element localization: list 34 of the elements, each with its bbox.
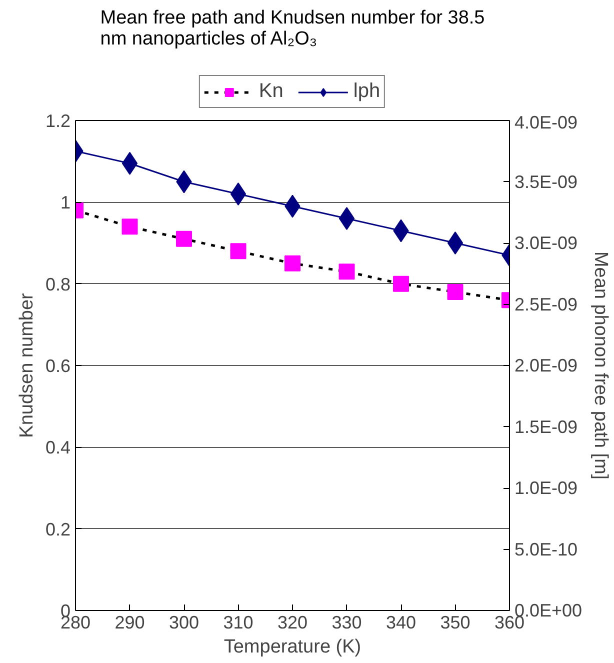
y2-tick-label: 3.5E-09	[514, 172, 578, 192]
y2-tick-label: 5.0E-10	[514, 539, 578, 560]
x-tick-label: 350	[440, 612, 470, 632]
legend-label: lph	[353, 80, 380, 103]
y-tick-label: 0.8	[45, 274, 71, 294]
y2-tick-label: 1.5E-09	[514, 416, 578, 437]
point	[393, 276, 409, 292]
point	[176, 230, 192, 247]
y2-tick-label: 1.0E-09	[514, 478, 578, 498]
y-tick-label: 0.2	[45, 519, 71, 540]
point	[447, 284, 464, 300]
y-tick-label: 1.2	[45, 111, 71, 131]
y-tick-label: 0.6	[45, 356, 71, 376]
y-tick-label: 1	[60, 192, 71, 213]
x-tick-label: 340	[386, 612, 416, 632]
x-tick-label: 300	[168, 612, 200, 632]
chart-title: Mean free path and Knudsen number for 38.5 nm nanoparticles of Al₂O₃	[100, 8, 485, 50]
x-tick-label: 290	[114, 612, 145, 632]
y2-tick-label: 4.0E-09	[514, 112, 578, 132]
y2-axis-title: Mean phonon free path [m]	[590, 251, 612, 480]
point	[338, 264, 355, 280]
y2-tick-label: 3.0E-09	[514, 233, 578, 253]
legend-label: Kn	[258, 80, 284, 103]
point	[230, 243, 246, 260]
point	[122, 218, 138, 235]
x-tick-label: 320	[277, 612, 308, 632]
point	[284, 255, 300, 272]
y-tick-label: 0.4	[45, 438, 71, 458]
x-tick-label: 310	[223, 612, 254, 632]
y-axis-title: Knudsen number	[16, 292, 38, 438]
x-tick-label: 330	[332, 612, 362, 632]
y2-tick-label: 2.0E-09	[514, 356, 578, 376]
y2-tick-label: 2.5E-09	[514, 294, 578, 314]
x-axis-title: Temperature (K)	[224, 636, 362, 658]
